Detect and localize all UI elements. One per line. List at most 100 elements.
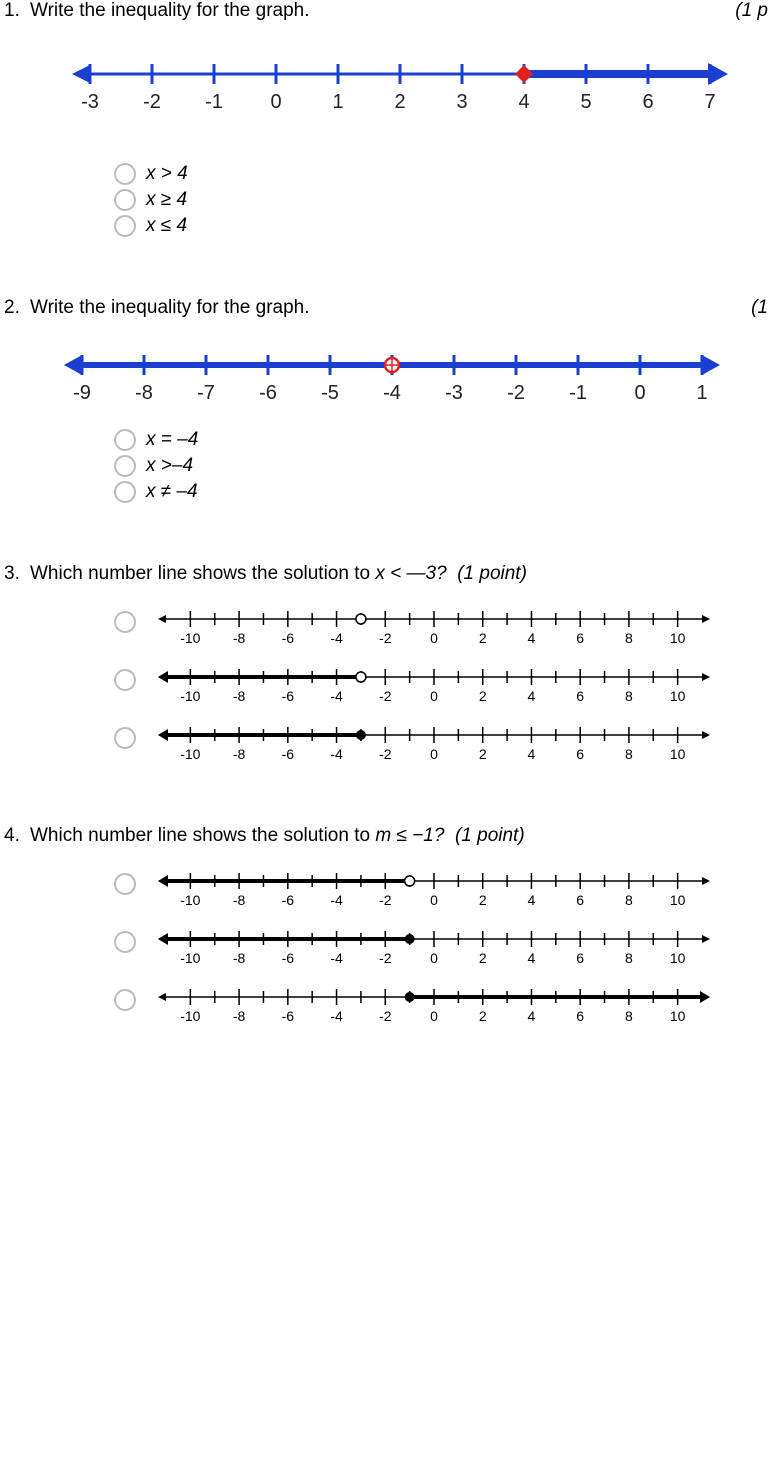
q1-number: 1.	[4, 0, 30, 22]
svg-text:6: 6	[576, 630, 584, 646]
svg-text:2: 2	[394, 91, 405, 113]
q4-choice-c-numberline: -10-8-6-4-20246810	[154, 983, 714, 1027]
svg-text:8: 8	[625, 688, 633, 704]
svg-text:-4: -4	[383, 382, 401, 404]
q4-prompt-var: m ≤ −1?	[375, 825, 444, 846]
q2-prompt: Write the inequality for the graph.	[30, 297, 310, 319]
q1-choice-a-label: x > 4	[146, 163, 188, 185]
question-2: 2. Write the inequality for the graph. (…	[0, 297, 772, 503]
q3-choice-c-numberline: -10-8-6-4-20246810	[154, 721, 714, 765]
q4-choices: -10-8-6-4-20246810-10-8-6-4-20246810-10-…	[114, 867, 768, 1027]
q2-numberline: -9-8-7-6-5-4-3-2-101	[52, 339, 768, 409]
q2-choice-c[interactable]: x ≠ –4	[114, 481, 768, 503]
q3-choice-c[interactable]: -10-8-6-4-20246810	[114, 721, 768, 765]
svg-text:4: 4	[528, 688, 536, 704]
q3-choice-a[interactable]: -10-8-6-4-20246810	[114, 605, 768, 649]
svg-text:4: 4	[528, 892, 536, 908]
q2-choice-a[interactable]: x = –4	[114, 429, 768, 451]
svg-text:2: 2	[479, 1008, 487, 1024]
q3-prompt-pre: Which number line shows the solution to	[30, 563, 375, 584]
svg-text:-6: -6	[282, 630, 295, 646]
q4-choice-b[interactable]: -10-8-6-4-20246810	[114, 925, 768, 969]
svg-text:10: 10	[670, 688, 686, 704]
svg-text:0: 0	[430, 1008, 438, 1024]
svg-text:6: 6	[576, 892, 584, 908]
svg-text:-2: -2	[507, 382, 525, 404]
svg-text:10: 10	[670, 950, 686, 966]
svg-text:-6: -6	[259, 382, 277, 404]
radio-icon	[114, 163, 136, 185]
radio-icon	[114, 215, 136, 237]
svg-text:2: 2	[479, 950, 487, 966]
q1-choice-a[interactable]: x > 4	[114, 163, 768, 185]
q3-prompt: Which number line shows the solution to …	[30, 563, 768, 585]
radio-icon	[114, 481, 136, 503]
q4-choice-b-numberline: -10-8-6-4-20246810	[154, 925, 714, 969]
radio-icon	[114, 189, 136, 211]
svg-text:-10: -10	[180, 688, 200, 704]
svg-text:-3: -3	[445, 382, 463, 404]
svg-text:1: 1	[332, 91, 343, 113]
q3-points: (1 point)	[457, 563, 527, 584]
svg-text:10: 10	[670, 746, 686, 762]
svg-text:-2: -2	[379, 746, 392, 762]
svg-text:-8: -8	[233, 1008, 246, 1024]
radio-icon	[114, 455, 136, 477]
q1-numberline: -3-2-101234567	[60, 48, 768, 128]
svg-text:-6: -6	[282, 950, 295, 966]
svg-text:-10: -10	[180, 630, 200, 646]
svg-text:-4: -4	[330, 950, 343, 966]
svg-text:8: 8	[625, 1008, 633, 1024]
radio-icon	[114, 931, 136, 953]
q3-number: 3.	[4, 563, 30, 585]
svg-text:-8: -8	[233, 950, 246, 966]
q4-choice-a[interactable]: -10-8-6-4-20246810	[114, 867, 768, 911]
svg-text:4: 4	[528, 746, 536, 762]
radio-icon	[114, 429, 136, 451]
svg-text:10: 10	[670, 630, 686, 646]
q1-choice-b[interactable]: x ≥ 4	[114, 189, 768, 211]
svg-text:6: 6	[576, 1008, 584, 1024]
q3-choices: -10-8-6-4-20246810-10-8-6-4-20246810-10-…	[114, 605, 768, 765]
q4-header: 4. Which number line shows the solution …	[4, 825, 768, 847]
svg-text:-6: -6	[282, 1008, 295, 1024]
svg-text:7: 7	[704, 91, 715, 113]
svg-text:5: 5	[580, 91, 591, 113]
svg-text:-4: -4	[330, 688, 343, 704]
q2-number: 2.	[4, 297, 30, 319]
svg-text:-5: -5	[321, 382, 339, 404]
radio-icon	[114, 873, 136, 895]
q4-choice-c[interactable]: -10-8-6-4-20246810	[114, 983, 768, 1027]
q3-choice-b-numberline: -10-8-6-4-20246810	[154, 663, 714, 707]
q1-choice-c[interactable]: x ≤ 4	[114, 215, 768, 237]
q2-choice-a-label: x = –4	[146, 429, 198, 451]
svg-text:6: 6	[642, 91, 653, 113]
svg-text:8: 8	[625, 892, 633, 908]
svg-text:-4: -4	[330, 1008, 343, 1024]
radio-icon	[114, 727, 136, 749]
question-3: 3. Which number line shows the solution …	[0, 563, 772, 765]
svg-text:8: 8	[625, 746, 633, 762]
svg-text:2: 2	[479, 892, 487, 908]
svg-text:-2: -2	[379, 630, 392, 646]
q2-choice-b-label: x >–4	[146, 455, 193, 477]
q4-number: 4.	[4, 825, 30, 847]
q2-header: 2. Write the inequality for the graph. (…	[4, 297, 768, 319]
svg-text:6: 6	[576, 746, 584, 762]
svg-text:-8: -8	[233, 746, 246, 762]
q3-choice-a-numberline: -10-8-6-4-20246810	[154, 605, 714, 649]
svg-text:3: 3	[456, 91, 467, 113]
svg-text:0: 0	[430, 892, 438, 908]
svg-text:4: 4	[528, 630, 536, 646]
svg-text:-1: -1	[205, 91, 223, 113]
svg-text:4: 4	[528, 1008, 536, 1024]
svg-text:-6: -6	[282, 892, 295, 908]
q3-prompt-var: x < —3?	[375, 563, 446, 584]
radio-icon	[114, 611, 136, 633]
q1-choice-b-label: x ≥ 4	[146, 189, 187, 211]
q3-choice-b[interactable]: -10-8-6-4-20246810	[114, 663, 768, 707]
svg-text:-2: -2	[379, 950, 392, 966]
svg-text:2: 2	[479, 688, 487, 704]
svg-text:0: 0	[430, 630, 438, 646]
q2-choice-b[interactable]: x >–4	[114, 455, 768, 477]
